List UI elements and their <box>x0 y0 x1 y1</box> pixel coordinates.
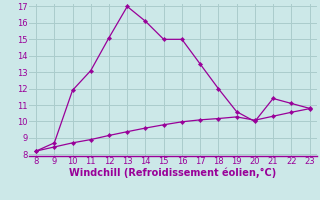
X-axis label: Windchill (Refroidissement éolien,°C): Windchill (Refroidissement éolien,°C) <box>69 168 276 178</box>
